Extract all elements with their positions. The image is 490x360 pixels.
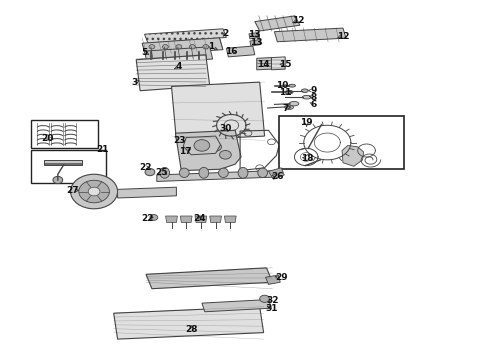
Circle shape: [220, 150, 231, 159]
Circle shape: [203, 45, 209, 49]
Polygon shape: [257, 58, 271, 70]
Polygon shape: [250, 40, 261, 46]
Text: 14: 14: [257, 60, 270, 69]
Text: 5: 5: [142, 48, 147, 57]
Circle shape: [260, 295, 270, 302]
Polygon shape: [114, 307, 264, 339]
Circle shape: [150, 215, 158, 220]
Polygon shape: [118, 187, 176, 198]
Text: 26: 26: [271, 172, 284, 181]
Text: 30: 30: [219, 125, 232, 134]
Text: 3: 3: [132, 78, 138, 87]
Text: 2: 2: [222, 29, 228, 38]
Text: 23: 23: [173, 136, 186, 145]
Bar: [279, 116, 404, 169]
Polygon shape: [157, 171, 274, 181]
Ellipse shape: [301, 89, 308, 93]
Ellipse shape: [287, 106, 291, 108]
Polygon shape: [266, 275, 280, 284]
Circle shape: [176, 45, 182, 49]
Text: 9: 9: [310, 86, 317, 95]
Ellipse shape: [160, 167, 170, 178]
Ellipse shape: [302, 95, 311, 99]
Polygon shape: [224, 216, 236, 222]
Polygon shape: [342, 145, 364, 166]
Polygon shape: [274, 28, 346, 42]
Text: 1: 1: [208, 42, 214, 51]
Ellipse shape: [285, 90, 293, 94]
Circle shape: [190, 144, 202, 153]
Ellipse shape: [179, 168, 189, 177]
Polygon shape: [142, 38, 223, 55]
Polygon shape: [249, 32, 260, 39]
Text: 19: 19: [300, 118, 313, 127]
Circle shape: [79, 180, 109, 203]
Text: 31: 31: [265, 304, 278, 312]
Polygon shape: [175, 130, 241, 171]
Text: 17: 17: [179, 147, 192, 156]
Ellipse shape: [238, 167, 248, 178]
Text: 10: 10: [276, 81, 289, 90]
Circle shape: [88, 187, 100, 196]
Bar: [31, 120, 98, 148]
Polygon shape: [166, 216, 177, 222]
Polygon shape: [183, 136, 220, 155]
Text: 28: 28: [185, 325, 197, 334]
Text: 21: 21: [97, 145, 109, 154]
Text: 12: 12: [292, 17, 304, 26]
Polygon shape: [202, 300, 271, 312]
Polygon shape: [146, 268, 272, 289]
Circle shape: [210, 143, 221, 151]
Polygon shape: [210, 216, 221, 222]
Ellipse shape: [199, 167, 209, 178]
Polygon shape: [255, 16, 300, 31]
Text: 11: 11: [279, 88, 292, 97]
Circle shape: [194, 140, 210, 151]
Polygon shape: [226, 46, 255, 57]
Ellipse shape: [219, 168, 228, 177]
Text: 6: 6: [311, 100, 317, 109]
Ellipse shape: [289, 84, 295, 87]
Text: 20: 20: [41, 134, 53, 143]
Text: 4: 4: [175, 62, 182, 71]
Ellipse shape: [285, 105, 294, 109]
Text: 29: 29: [275, 274, 288, 282]
Text: 8: 8: [311, 93, 317, 102]
Polygon shape: [269, 168, 284, 179]
Text: 12: 12: [337, 32, 349, 41]
Polygon shape: [172, 82, 265, 140]
Ellipse shape: [289, 102, 299, 106]
Polygon shape: [145, 29, 226, 43]
Polygon shape: [180, 216, 192, 222]
Polygon shape: [136, 55, 210, 91]
Text: 24: 24: [194, 215, 206, 223]
Ellipse shape: [258, 168, 268, 177]
Polygon shape: [145, 47, 213, 63]
Text: 7: 7: [282, 104, 289, 113]
Circle shape: [149, 45, 155, 49]
Circle shape: [189, 45, 195, 49]
Circle shape: [163, 45, 169, 49]
Text: 25: 25: [155, 168, 168, 177]
Text: 22: 22: [139, 163, 151, 172]
Polygon shape: [44, 160, 82, 165]
Polygon shape: [195, 216, 207, 222]
Circle shape: [53, 176, 63, 184]
Circle shape: [145, 168, 155, 176]
Text: 27: 27: [66, 186, 79, 195]
Text: 15: 15: [279, 60, 292, 69]
Circle shape: [71, 174, 118, 209]
Text: 13: 13: [247, 30, 260, 39]
Text: 13: 13: [250, 38, 263, 47]
Text: 18: 18: [301, 154, 314, 163]
Text: 16: 16: [225, 47, 238, 56]
Text: 32: 32: [266, 296, 279, 305]
Text: 22: 22: [142, 214, 154, 222]
Bar: [31, 150, 106, 183]
Polygon shape: [271, 57, 285, 70]
